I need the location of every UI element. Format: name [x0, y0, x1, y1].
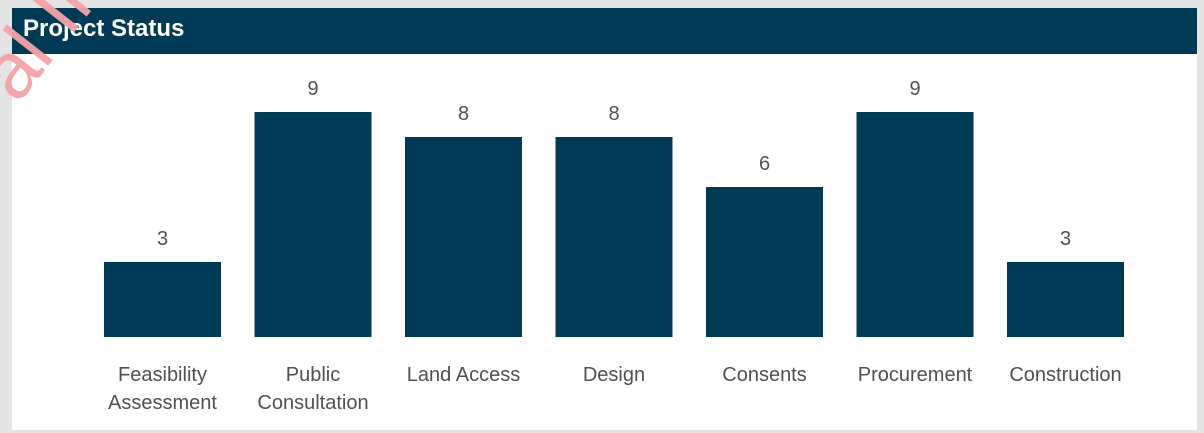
category-label-2: Land Access: [407, 364, 520, 386]
data-label-4: 6: [759, 153, 770, 175]
bar-4[interactable]: [706, 187, 823, 337]
data-label-0: 3: [157, 228, 168, 250]
data-label-1: 9: [307, 78, 318, 100]
category-label-5: Procurement: [858, 364, 973, 386]
bar-5[interactable]: [856, 112, 974, 337]
bar-chart: 3 Feasibility Assessment 9 Public Consultatio…: [104, 78, 1124, 414]
page-title: Project Status: [23, 15, 185, 42]
card-header: Project Status: [12, 8, 1197, 54]
category-label-1: Public Consultation: [257, 364, 368, 414]
data-label-2: 8: [458, 103, 469, 125]
data-label-5: 9: [909, 78, 920, 100]
category-label-0: Feasibility Assessment: [108, 364, 217, 414]
category-label-6: Construction: [1009, 364, 1121, 386]
data-label-6: 3: [1060, 228, 1071, 250]
bar-1[interactable]: [254, 112, 372, 337]
bar-0[interactable]: [104, 262, 221, 337]
project-status-card: Project Status 3 Feasibility Assessment 9 Pu…: [12, 8, 1197, 430]
data-label-3: 8: [608, 103, 619, 125]
bar-6[interactable]: [1007, 262, 1124, 337]
bar-2[interactable]: [405, 137, 522, 337]
category-label-3: Design: [583, 364, 645, 386]
category-label-4: Consents: [722, 364, 807, 386]
bar-3[interactable]: [555, 137, 673, 337]
